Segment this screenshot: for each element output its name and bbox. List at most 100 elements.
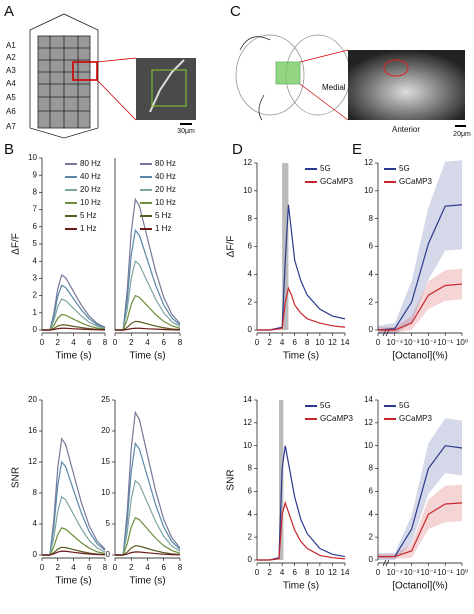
x-tick-label: 4: [145, 338, 150, 347]
neuron: [149, 59, 185, 113]
y-tick-label: 5: [106, 519, 111, 528]
panel-label: C: [230, 3, 241, 20]
scale-label: 20μm: [453, 131, 471, 138]
x-tick-label: 6: [292, 338, 297, 347]
y-tick-label: 0: [106, 550, 111, 559]
y-tick-label: 0: [248, 325, 253, 334]
x-tick-label: 2: [267, 338, 272, 347]
segment-label: A7: [6, 122, 16, 131]
legend-label: GCaMP3: [399, 177, 432, 186]
legend-label: 5 Hz: [80, 211, 96, 220]
x-tick-label: 10⁻³: [404, 568, 420, 577]
legend-label: 20 Hz: [155, 185, 176, 194]
series-line: [115, 441, 181, 556]
x-tick-label: 10⁻⁴: [387, 338, 404, 347]
y-tick-label: 4: [369, 269, 374, 278]
series-line: [42, 327, 106, 331]
x-tick-label: 2: [129, 338, 134, 347]
brain-diagram: [235, 34, 351, 121]
series-line: [115, 517, 181, 556]
y-tick-label: 5: [33, 239, 38, 248]
legend-label: GCaMP3: [320, 414, 353, 423]
series-line: [42, 460, 106, 556]
x-tick-label: 10⁻²: [421, 568, 437, 577]
y-tick-label: 4: [369, 509, 374, 518]
y-tick-label: 7: [33, 205, 38, 214]
x-tick-label: 10⁻¹: [437, 568, 453, 577]
y-tick-label: 8: [33, 188, 38, 197]
series-line: [42, 298, 106, 331]
x-tick-label: 10⁰: [456, 338, 468, 347]
x-tick-label: 8: [103, 338, 108, 347]
series-line: [377, 204, 463, 331]
orientation-label: Anterior: [392, 125, 420, 134]
y-tick-label: 12: [364, 158, 373, 167]
x-axis-label: [Octanol](%): [392, 351, 448, 362]
x-tick-label: 2: [56, 563, 61, 572]
y-tick-label: 10: [364, 186, 373, 195]
y-tick-label: 4: [33, 519, 38, 528]
x-tick-label: 10⁻¹: [437, 338, 453, 347]
axis-break: [382, 559, 390, 567]
x-tick-label: 4: [145, 563, 150, 572]
y-tick-label: 20: [28, 395, 37, 404]
roi: [383, 59, 409, 77]
y-tick-label: 0: [248, 555, 253, 564]
legend-label: 5G: [399, 164, 410, 173]
legend-label: GCaMP3: [399, 414, 432, 423]
y-tick-label: 1: [33, 308, 38, 317]
y-tick-label: 20: [101, 426, 110, 435]
legend-label: 5G: [320, 164, 331, 173]
x-tick-label: 6: [292, 568, 297, 577]
y-tick-label: 16: [28, 426, 37, 435]
y-tick-label: 9: [33, 170, 38, 179]
series-line: [115, 197, 181, 331]
y-tick-label: 8: [248, 214, 253, 223]
legend-label: 10 Hz: [155, 198, 176, 207]
x-tick-label: 10⁰: [456, 568, 468, 577]
y-tick-label: 6: [369, 487, 374, 496]
y-tick-label: 3: [33, 274, 38, 283]
x-tick-label: 0: [40, 338, 45, 347]
series-line: [115, 410, 181, 556]
y-tick-label: 25: [101, 395, 110, 404]
y-tick-label: 10: [243, 441, 252, 450]
scale-label: 30μm: [177, 128, 195, 135]
x-tick-label: 14: [341, 568, 350, 577]
orientation-label: Medial: [322, 83, 346, 92]
x-tick-label: 2: [267, 568, 272, 577]
series-line: [378, 283, 463, 331]
x-tick-label: 4: [280, 568, 285, 577]
x-tick-label: 0: [255, 338, 260, 347]
y-tick-label: 2: [248, 297, 253, 306]
y-axis-label: SNR: [226, 469, 237, 490]
series-line: [257, 286, 346, 331]
y-tick-label: 4: [248, 269, 253, 278]
x-tick-label: 6: [87, 338, 92, 347]
series-line: [115, 479, 181, 556]
legend-label: 40 Hz: [80, 172, 101, 181]
y-tick-label: 12: [28, 457, 37, 466]
legend-label: GCaMP3: [320, 177, 353, 186]
microscopy-image: [348, 50, 465, 120]
x-tick-label: 10⁻⁴: [387, 568, 404, 577]
panel-label: D: [232, 141, 243, 158]
x-tick-label: 4: [71, 338, 76, 347]
segment-label: A3: [6, 66, 16, 75]
x-tick-label: 10⁻²: [421, 338, 437, 347]
series-line: [115, 260, 181, 331]
x-axis-label: Time (s): [55, 351, 91, 362]
legend-label: 5 Hz: [155, 211, 171, 220]
x-tick-label: 8: [178, 338, 183, 347]
series-line: [257, 500, 346, 561]
x-axis-label: Time (s): [55, 576, 91, 587]
legend-label: 20 Hz: [80, 185, 101, 194]
y-tick-label: 14: [364, 395, 373, 404]
roi: [151, 69, 187, 107]
y-tick-label: 0: [33, 325, 38, 334]
segment-labels: A1 A2 A3 A4 A5 A6 A7: [6, 41, 16, 131]
segment-label: A1: [6, 41, 16, 50]
x-tick-label: 4: [71, 563, 76, 572]
y-tick-label: 8: [33, 488, 38, 497]
